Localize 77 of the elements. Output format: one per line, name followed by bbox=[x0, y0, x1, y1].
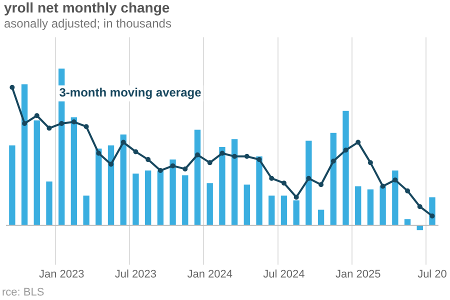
point bbox=[108, 162, 114, 167]
point bbox=[207, 160, 212, 166]
point bbox=[120, 140, 126, 145]
bar bbox=[367, 189, 374, 226]
bar bbox=[120, 134, 126, 226]
bar bbox=[46, 182, 52, 226]
point bbox=[256, 157, 262, 162]
bar bbox=[280, 196, 288, 226]
chart-subtitle: asonally adjusted; in thousands bbox=[4, 16, 172, 30]
point bbox=[294, 194, 299, 200]
point bbox=[170, 163, 176, 168]
bar bbox=[404, 219, 411, 226]
point bbox=[430, 214, 435, 219]
point bbox=[405, 188, 410, 194]
point bbox=[380, 184, 386, 189]
point bbox=[281, 180, 286, 186]
x-tick-label: Jul 20 bbox=[418, 268, 447, 280]
point bbox=[343, 148, 348, 153]
bar bbox=[108, 145, 114, 226]
point bbox=[356, 140, 361, 145]
bar bbox=[83, 196, 90, 226]
text: rce: BLS bbox=[2, 286, 44, 299]
bar bbox=[9, 145, 16, 226]
series-label: 3-month moving average bbox=[59, 86, 202, 100]
point bbox=[392, 177, 398, 182]
bar bbox=[219, 147, 226, 226]
x-tick-label: Jan 2025 bbox=[335, 268, 381, 280]
point bbox=[84, 124, 89, 130]
bar bbox=[157, 170, 164, 226]
point bbox=[96, 150, 102, 156]
chart-title: yroll net monthly change bbox=[4, 0, 170, 16]
x-tick-label: Jan 2023 bbox=[38, 268, 84, 280]
point bbox=[220, 150, 225, 156]
point bbox=[330, 158, 336, 164]
bar bbox=[21, 84, 28, 226]
point bbox=[10, 84, 15, 90]
bar bbox=[342, 110, 349, 226]
point bbox=[182, 166, 188, 172]
point bbox=[306, 176, 312, 181]
bar bbox=[182, 175, 188, 226]
point bbox=[22, 120, 28, 126]
x-tick-label: Jul 2024 bbox=[263, 268, 305, 280]
bar bbox=[318, 210, 324, 226]
point bbox=[368, 160, 373, 166]
bar bbox=[132, 174, 139, 226]
bar bbox=[380, 186, 386, 226]
bar bbox=[170, 160, 176, 226]
bar bbox=[244, 184, 250, 226]
point bbox=[417, 204, 422, 210]
point bbox=[269, 176, 274, 181]
point bbox=[244, 154, 250, 159]
bar bbox=[355, 186, 362, 226]
bar bbox=[144, 170, 152, 226]
bar bbox=[194, 130, 201, 226]
point bbox=[318, 182, 324, 188]
point bbox=[146, 157, 151, 162]
bar bbox=[256, 156, 262, 226]
bar bbox=[268, 196, 275, 226]
point bbox=[232, 154, 238, 159]
point bbox=[71, 119, 76, 124]
point bbox=[195, 152, 200, 158]
bar bbox=[96, 148, 102, 226]
bar bbox=[70, 117, 78, 226]
point bbox=[34, 113, 40, 118]
point bbox=[46, 126, 52, 131]
point bbox=[59, 120, 64, 126]
bar bbox=[206, 183, 213, 226]
point bbox=[133, 149, 138, 154]
bar bbox=[306, 140, 312, 226]
bar bbox=[293, 200, 300, 226]
bar bbox=[330, 132, 336, 226]
point bbox=[158, 168, 163, 174]
x-tick-label: Jan 2024 bbox=[187, 268, 232, 280]
bar bbox=[34, 120, 40, 226]
bar bbox=[392, 170, 398, 226]
x-tick-label: Jul 2023 bbox=[114, 268, 157, 280]
bar bbox=[231, 139, 238, 226]
